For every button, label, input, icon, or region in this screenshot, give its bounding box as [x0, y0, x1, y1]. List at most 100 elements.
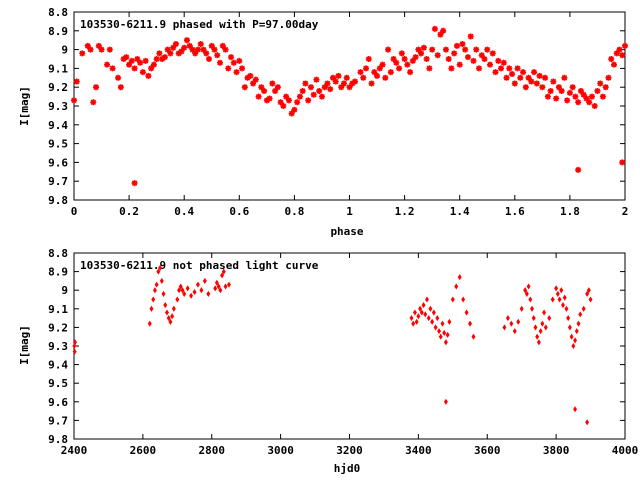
phased-data-point: [236, 57, 243, 64]
phased-data-point: [106, 46, 113, 53]
unphased-data-point: [421, 302, 426, 309]
unphased-data-point: [419, 309, 424, 316]
unphased-data-point: [550, 296, 555, 303]
unphased-data-point: [213, 285, 218, 292]
phased-data-point: [197, 40, 204, 47]
phased-data-point: [252, 76, 259, 83]
phased-data-point: [564, 97, 571, 104]
phased-data-point: [115, 74, 122, 81]
unphased-data-point: [206, 290, 211, 297]
phased-plot-frame: [73, 11, 626, 201]
phased-x-tick-label: 0.4: [174, 205, 194, 218]
phased-data-point: [128, 57, 135, 64]
phased-data-point: [203, 50, 210, 57]
unphased-data-point: [170, 313, 175, 320]
phased-data-point: [594, 87, 601, 94]
phased-data-point: [266, 95, 273, 102]
phased-data-point: [487, 61, 494, 68]
phased-data-point: [313, 76, 320, 83]
unphased-data-point: [227, 281, 231, 288]
unphased-data-point: [542, 309, 547, 316]
phased-data-point: [327, 86, 334, 93]
phased-data-point: [434, 52, 441, 59]
unphased-data-point: [442, 329, 447, 337]
phased-data-point: [156, 50, 163, 57]
unphased-x-tick-label: 2600: [130, 444, 157, 457]
unphased-data-point: [588, 296, 593, 303]
unphased-data-point: [411, 320, 416, 327]
phased-data-point: [93, 84, 100, 91]
phased-y-tick-label: 9.2: [48, 81, 68, 94]
phased-data-point: [258, 84, 265, 91]
phased-data-point: [467, 33, 474, 40]
unphased-y-tick-label: 9.7: [48, 414, 68, 427]
unphased-data-point: [543, 324, 548, 331]
unphased-data-point: [538, 328, 543, 335]
phased-data-point: [170, 44, 177, 51]
unphased-data-point: [574, 328, 579, 335]
unphased-data-point: [152, 287, 157, 294]
unphased-y-tick-label: 8.8: [48, 247, 68, 260]
unphased-data-point: [72, 342, 77, 350]
phased-data-point: [481, 56, 488, 62]
phased-data-point: [272, 87, 279, 94]
phased-data-point: [539, 84, 546, 91]
unphased-data-point: [457, 274, 462, 281]
phased-data-point: [459, 40, 466, 47]
phased-data-point: [409, 57, 416, 64]
phased-data-point: [299, 87, 306, 94]
unphased-data-point: [576, 320, 581, 327]
unphased-data-point: [168, 318, 173, 325]
phased-data-point: [183, 37, 190, 44]
phased-data-point: [120, 56, 127, 62]
phased-data-point: [437, 31, 444, 38]
phased-data-point: [514, 65, 521, 72]
unphased-data-point: [416, 313, 421, 320]
unphased-data-point: [523, 287, 528, 294]
unphased-data-point: [573, 406, 578, 413]
phased-data-point: [542, 74, 549, 81]
phased-data-point: [283, 93, 290, 100]
phased-data-point: [189, 46, 196, 53]
phased-data-point: [318, 93, 325, 100]
unphased-data-point: [214, 279, 219, 286]
unphased-data-point: [585, 290, 590, 297]
phased-data-point: [382, 74, 389, 81]
unphased-data-point: [557, 296, 562, 303]
phased-data-point: [291, 106, 298, 113]
unphased-data-point: [171, 305, 176, 312]
phased-data-point: [473, 46, 480, 53]
phased-data-point: [363, 65, 370, 72]
phased-data-point: [569, 84, 576, 91]
phased-data-point: [613, 50, 620, 57]
unphased-y-tick-label: 9.4: [48, 359, 68, 372]
phased-data-point: [478, 52, 485, 59]
phased-data-point: [495, 57, 502, 64]
unphased-y-tick-label: 9.5: [48, 377, 68, 390]
phased-x-tick-label: 0.2: [119, 205, 139, 218]
unphased-x-tick-label: 3000: [267, 444, 294, 457]
phased-data-point: [412, 54, 419, 61]
phased-data-point: [588, 93, 595, 100]
phased-data-point: [117, 84, 124, 91]
phased-data-point: [605, 74, 612, 81]
unphased-y-axis-label: I[mag]: [18, 325, 31, 365]
phased-data-point: [379, 61, 386, 68]
phased-data-point: [583, 95, 590, 102]
phased-data-point: [398, 50, 405, 57]
phased-data-point: [506, 65, 513, 72]
phased-data-point: [599, 93, 606, 100]
phased-data-point: [365, 56, 372, 62]
unphased-data-point: [571, 342, 576, 350]
phased-data-point: [586, 99, 593, 106]
unphased-data-point: [72, 348, 77, 355]
phased-data-point: [550, 78, 557, 85]
unphased-data-point: [433, 324, 438, 331]
unphased-x-tick-label: 2400: [61, 444, 88, 457]
unphased-data-point: [561, 302, 565, 309]
unphased-data-point: [220, 272, 225, 279]
phased-data-point: [451, 50, 458, 57]
unphased-plot-title: 103530-6211.9 not phased light curve: [80, 259, 319, 272]
unphased-data-point: [189, 292, 194, 299]
